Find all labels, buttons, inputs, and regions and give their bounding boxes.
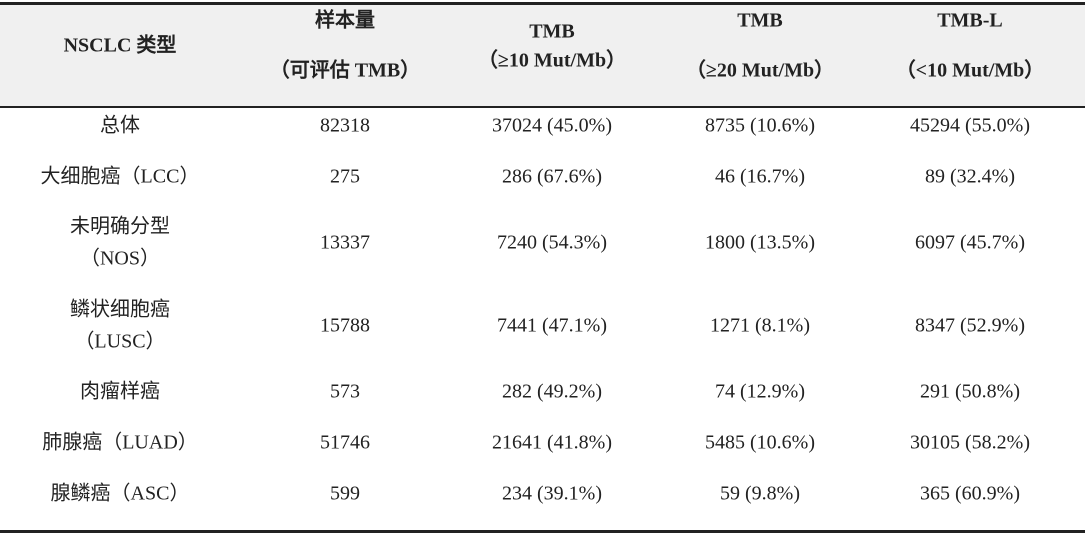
row-label: 总体 <box>100 114 140 137</box>
header-cell: （≥10 Mut/Mb） <box>478 49 626 72</box>
header-cell: （<10 Mut/Mb） <box>896 59 1045 82</box>
header-cell: NSCLC 类型 <box>64 34 177 57</box>
table-cell: 30105 (58.2%) <box>910 432 1030 454</box>
table-cell: 89 (32.4%) <box>925 166 1015 188</box>
table-cell: 51746 <box>320 432 370 454</box>
row-label: 鳞状细胞癌 <box>70 298 170 321</box>
table-cell: 74 (12.9%) <box>715 381 805 403</box>
header-cell: TMB-L <box>937 10 1003 32</box>
table-cell: 15788 <box>320 315 370 337</box>
table-cell: 5485 (10.6%) <box>705 432 815 454</box>
table-cell: 275 <box>330 166 360 188</box>
table-cell: 286 (67.6%) <box>502 166 602 188</box>
table-cell: 7441 (47.1%) <box>497 315 607 337</box>
header-cell: （≥20 Mut/Mb） <box>686 59 834 82</box>
table-cell: 1800 (13.5%) <box>705 232 815 254</box>
table-cell: 21641 (41.8%) <box>492 432 612 454</box>
table-cell: 46 (16.7%) <box>715 166 805 188</box>
table-cell: 599 <box>330 483 360 505</box>
table-cell: 7240 (54.3%) <box>497 232 607 254</box>
table-cell: 365 (60.9%) <box>920 483 1020 505</box>
header-cell: 样本量 <box>315 8 375 32</box>
table-cell: 6097 (45.7%) <box>915 232 1025 254</box>
header-background <box>0 5 1085 107</box>
table-cell: 82318 <box>320 115 370 137</box>
table-cell: 59 (9.8%) <box>720 483 800 505</box>
table-cell: 8347 (52.9%) <box>915 315 1025 337</box>
top-rule <box>0 2 1085 5</box>
table-cell: 8735 (10.6%) <box>705 115 815 137</box>
bottom-rule <box>0 530 1085 533</box>
table-cell: 282 (49.2%) <box>502 381 602 403</box>
row-label: 未明确分型 <box>70 215 170 238</box>
table-cell: 13337 <box>320 232 370 254</box>
row-label: 肺腺癌（LUAD） <box>42 431 198 454</box>
header-cell: TMB <box>529 21 575 43</box>
header-cell: （可评估 TMB） <box>270 58 421 82</box>
table-cell: 291 (50.8%) <box>920 381 1020 403</box>
header-cell: TMB <box>737 10 783 32</box>
table-cell: 1271 (8.1%) <box>710 315 810 337</box>
table-cell: 45294 (55.0%) <box>910 115 1030 137</box>
table-cell: 234 (39.1%) <box>502 483 602 505</box>
row-label: 肉瘤样癌 <box>80 380 160 403</box>
table-cell: 573 <box>330 381 360 403</box>
header-rule <box>0 106 1085 108</box>
row-label: （NOS） <box>80 247 160 270</box>
row-label: 大细胞癌（LCC） <box>41 165 200 188</box>
table-cell: 37024 (45.0%) <box>492 115 612 137</box>
row-label: （LUSC） <box>74 330 165 353</box>
row-label: 腺鳞癌（ASC） <box>51 482 190 505</box>
